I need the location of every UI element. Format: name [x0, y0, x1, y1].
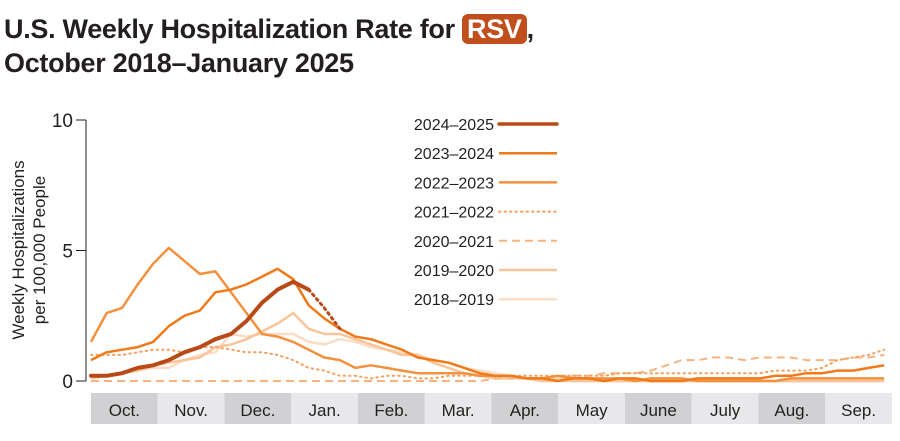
x-tick-label: July: [710, 401, 741, 420]
month-band: [491, 393, 559, 424]
month-band: [291, 393, 358, 424]
legend-label: 2022–2023: [414, 175, 494, 192]
month-band: [625, 393, 692, 424]
x-tick-label: June: [640, 401, 677, 420]
title-line1: U.S. Weekly Hospitalization Rate for: [4, 14, 455, 44]
series-line-preliminary: [307, 288, 342, 331]
x-tick-label: May: [576, 401, 609, 420]
title-comma: ,: [526, 14, 535, 44]
x-tick-label: Apr.: [510, 401, 540, 420]
x-tick-label: Sep.: [841, 401, 876, 420]
legend-label: 2024–2025: [414, 117, 494, 134]
legend-item: 2023–2024: [414, 146, 557, 163]
month-band: [825, 393, 892, 424]
y-axis-label-line2: per 100,000 People: [30, 176, 49, 324]
legend-label: 2019–2020: [414, 263, 494, 280]
legend-label: 2020–2021: [414, 234, 494, 251]
y-tick-label: 5: [62, 242, 73, 263]
legend-item: 2024–2025: [414, 117, 559, 134]
x-tick-label: Dec.: [240, 401, 275, 420]
x-tick-label: Oct.: [109, 401, 140, 420]
legend-label: 2018–2019: [414, 292, 494, 309]
month-band: [157, 393, 225, 424]
x-tick-label: Feb.: [374, 401, 408, 420]
series-line-2023–2024: [90, 267, 885, 383]
rsv-badge: RSV: [462, 14, 527, 44]
legend-item: 2019–2020: [414, 263, 557, 280]
legend-item: 2022–2023: [414, 175, 557, 192]
x-tick-label: Aug.: [774, 401, 809, 420]
series-line-2020–2021: [91, 353, 885, 382]
month-band: [558, 393, 625, 424]
month-band: [758, 393, 826, 424]
y-tick-label: 10: [52, 111, 73, 132]
y-tick-label: 0: [62, 372, 73, 393]
month-band: [691, 393, 759, 424]
x-tick-label: Mar.: [442, 401, 475, 420]
month-band: [358, 393, 425, 424]
legend-label: 2021–2022: [414, 205, 494, 222]
month-band: [224, 393, 292, 424]
series-line-2024–2025: [89, 279, 311, 378]
legend-item: 2021–2022: [414, 205, 558, 222]
month-band: [91, 393, 158, 424]
chart-title: U.S. Weekly Hospitalization Rate for RSV…: [4, 12, 534, 80]
month-band: [424, 393, 492, 424]
legend-item: 2020–2021: [414, 234, 557, 251]
title-line2: October 2018–January 2025: [4, 48, 354, 78]
legend-label: 2023–2024: [414, 146, 494, 163]
x-tick-label: Nov.: [174, 401, 208, 420]
x-tick-label: Jan.: [309, 401, 341, 420]
series-line-2022–2023: [89, 246, 885, 383]
y-axis-label-line1: Weekly Hospitalizations: [9, 160, 28, 339]
legend-item: 2018–2019: [414, 292, 557, 309]
